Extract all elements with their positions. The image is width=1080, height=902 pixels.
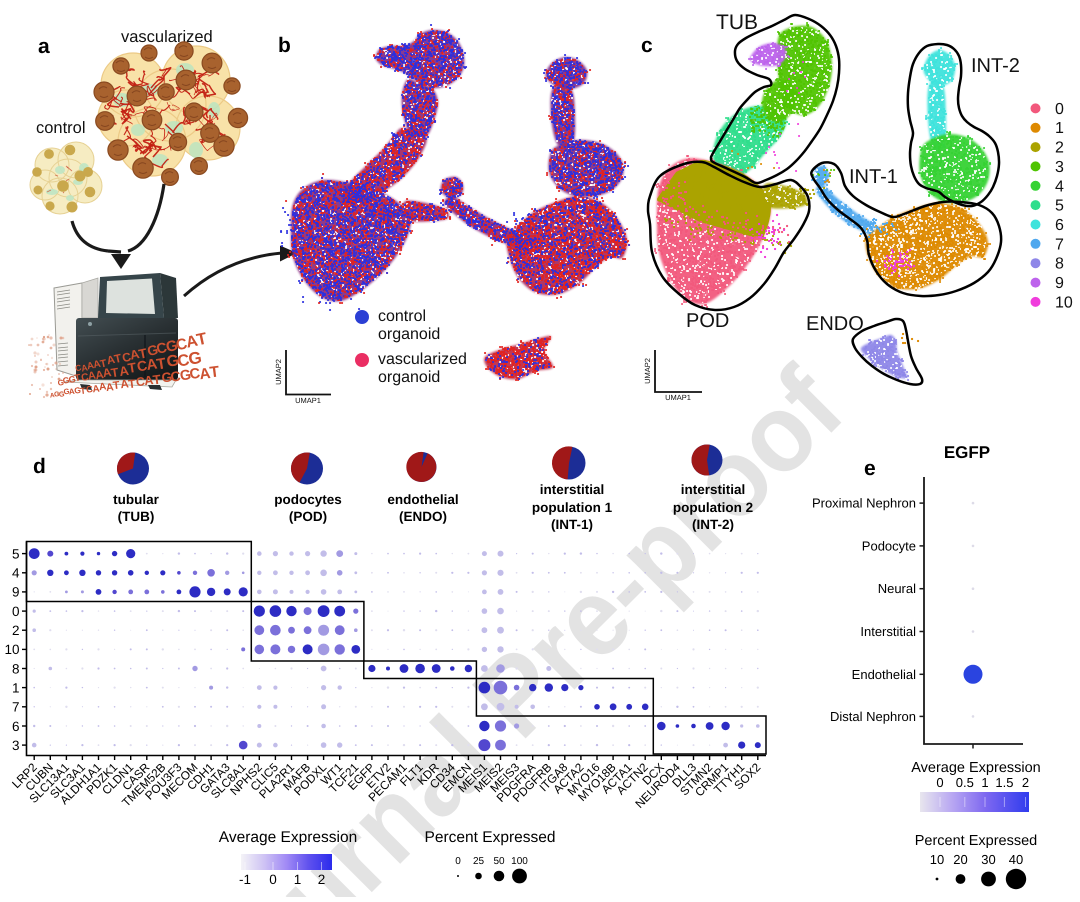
svg-text:CAAATATCATGCGCAT: CAAATATCATGCGCAT <box>73 330 209 376</box>
svg-text:1: 1 <box>981 775 988 790</box>
svg-text:1.5: 1.5 <box>995 775 1013 790</box>
svg-text:organoid: organoid <box>378 326 440 343</box>
svg-text:2: 2 <box>1022 775 1029 790</box>
svg-text:control: control <box>378 308 426 325</box>
svg-text:50: 50 <box>493 856 505 867</box>
svg-text:endothelial: endothelial <box>387 492 458 507</box>
svg-text:-1: -1 <box>239 872 251 887</box>
svg-text:6: 6 <box>12 719 20 734</box>
svg-text:Interstitial: Interstitial <box>860 624 916 639</box>
svg-text:5: 5 <box>12 546 20 561</box>
svg-text:EGFP: EGFP <box>944 443 990 462</box>
svg-text:Neural: Neural <box>878 581 916 596</box>
svg-text:UMAP1: UMAP1 <box>665 393 691 402</box>
svg-text:Podocyte: Podocyte <box>862 538 916 553</box>
svg-text:8: 8 <box>1055 256 1064 273</box>
svg-text:d: d <box>33 455 46 478</box>
svg-text:b: b <box>278 34 291 57</box>
svg-text:10: 10 <box>1055 294 1073 311</box>
svg-text:UMAP1: UMAP1 <box>295 396 321 405</box>
svg-text:ENDO: ENDO <box>806 313 864 335</box>
svg-text:AGGGAGTCAAATATCATGCGCAT: AGGGAGTCAAATATCATGCGCAT <box>48 363 220 402</box>
svg-text:8: 8 <box>12 661 20 676</box>
svg-text:interstitial: interstitial <box>540 482 605 497</box>
svg-text:Average Expression: Average Expression <box>219 829 357 846</box>
svg-text:7: 7 <box>12 700 20 715</box>
svg-text:10: 10 <box>930 852 944 867</box>
svg-text:c: c <box>641 34 653 57</box>
svg-text:0: 0 <box>1055 101 1064 118</box>
svg-text:(ENDO): (ENDO) <box>399 509 447 524</box>
svg-text:2: 2 <box>318 872 326 887</box>
svg-text:5: 5 <box>1055 198 1064 215</box>
svg-text:3: 3 <box>1055 159 1064 176</box>
svg-text:9: 9 <box>1055 275 1064 292</box>
svg-text:population 2: population 2 <box>673 500 753 515</box>
svg-text:INT-1: INT-1 <box>849 166 898 188</box>
svg-text:UMAP2: UMAP2 <box>643 358 652 384</box>
svg-text:9: 9 <box>12 585 20 600</box>
svg-text:POD: POD <box>686 310 729 332</box>
svg-text:tubular: tubular <box>113 492 159 507</box>
svg-text:vascularized: vascularized <box>378 351 467 368</box>
svg-text:1: 1 <box>294 872 302 887</box>
svg-text:interstitial: interstitial <box>681 482 746 497</box>
svg-text:Proximal Nephron: Proximal Nephron <box>812 496 916 511</box>
svg-text:0.5: 0.5 <box>956 775 974 790</box>
svg-text:(TUB): (TUB) <box>118 509 155 524</box>
svg-text:40: 40 <box>1009 852 1023 867</box>
svg-text:Distal Nephron: Distal Nephron <box>830 709 916 724</box>
svg-text:0: 0 <box>12 604 20 619</box>
svg-text:10: 10 <box>4 642 19 657</box>
svg-text:Percent Expressed: Percent Expressed <box>915 833 1038 849</box>
svg-text:25: 25 <box>473 856 485 867</box>
svg-text:Average Expression: Average Expression <box>911 760 1041 776</box>
svg-text:TUB: TUB <box>716 11 758 34</box>
svg-text:INT-2: INT-2 <box>971 55 1020 77</box>
svg-text:4: 4 <box>1055 178 1064 195</box>
svg-text:2: 2 <box>1055 140 1064 157</box>
svg-text:0: 0 <box>936 775 943 790</box>
svg-text:1: 1 <box>12 680 20 695</box>
svg-text:control: control <box>36 119 86 137</box>
svg-text:100: 100 <box>511 856 528 867</box>
svg-text:organoid: organoid <box>378 369 440 386</box>
svg-text:(INT-2): (INT-2) <box>692 517 734 532</box>
svg-text:7: 7 <box>1055 236 1064 253</box>
svg-text:a: a <box>38 35 50 58</box>
svg-text:20: 20 <box>953 852 967 867</box>
svg-text:population 1: population 1 <box>532 500 613 515</box>
svg-text:Endothelial: Endothelial <box>852 667 916 682</box>
svg-text:6: 6 <box>1055 217 1064 234</box>
svg-text:4: 4 <box>12 566 20 581</box>
svg-text:1: 1 <box>1055 120 1064 137</box>
svg-text:podocytes: podocytes <box>274 492 342 507</box>
svg-text:GGGTCAAATATCATGCG: GGGTCAAATATCATGCG <box>56 348 203 390</box>
svg-text:3: 3 <box>12 738 20 753</box>
svg-text:2: 2 <box>12 623 20 638</box>
svg-text:Percent Expressed: Percent Expressed <box>425 829 556 846</box>
svg-text:0: 0 <box>269 872 277 887</box>
svg-text:(INT-1): (INT-1) <box>551 517 593 532</box>
svg-text:e: e <box>864 457 876 480</box>
svg-text:30: 30 <box>981 852 995 867</box>
svg-text:0: 0 <box>455 856 461 867</box>
svg-text:(POD): (POD) <box>289 509 327 524</box>
svg-text:vascularized: vascularized <box>121 28 213 46</box>
svg-text:UMAP2: UMAP2 <box>274 359 283 385</box>
